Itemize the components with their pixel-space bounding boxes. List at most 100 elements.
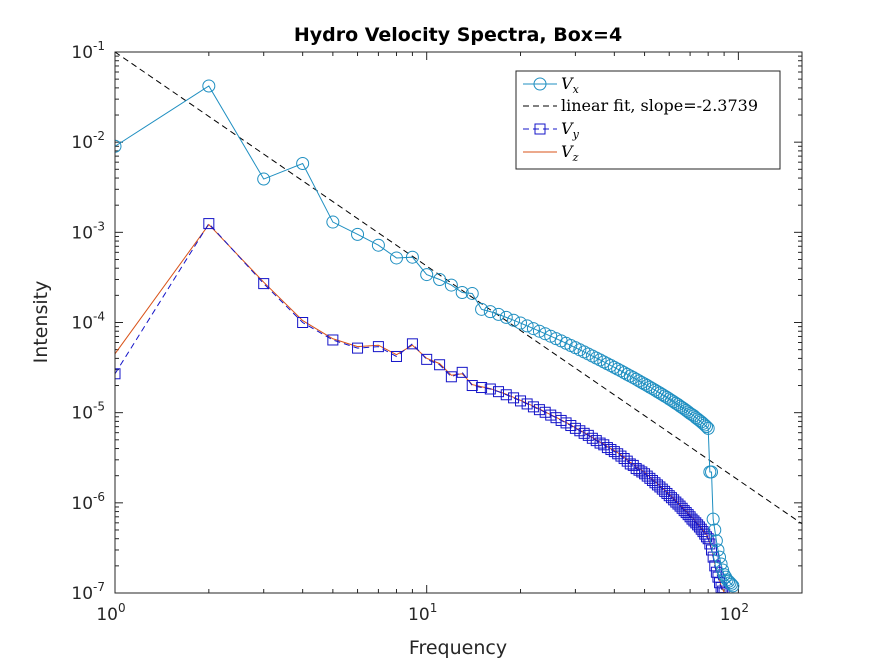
series-vy-point: [203, 218, 215, 230]
series-vy-point: [508, 392, 520, 404]
series-vy-point: [421, 353, 433, 365]
y-axis-label: Intensity: [30, 281, 52, 364]
y-tick-label: 10-5: [71, 400, 105, 424]
axis-ticks: [114, 51, 802, 594]
series-vy-point: [434, 359, 446, 371]
x-tick-label: 100: [96, 601, 125, 625]
series-vx-point: [475, 302, 489, 316]
series-vx-point: [520, 319, 534, 333]
series-vx-point: [694, 415, 708, 429]
series-vy-point: [297, 317, 309, 328]
series-vy-point: [515, 395, 527, 407]
series-vx-point: [514, 316, 528, 330]
series-vy-point: [684, 511, 696, 523]
series-vx-point: [538, 327, 552, 341]
series-vy-point: [678, 505, 690, 517]
x-tick-label: 101: [408, 601, 437, 625]
series-vy-point: [527, 401, 539, 413]
series-vx-point: [604, 359, 618, 373]
series-vx-point: [465, 286, 479, 300]
series-vy-point: [688, 515, 700, 527]
series-vy-point: [493, 386, 505, 398]
series-vy-point: [707, 551, 719, 563]
legend-fit-label: linear fit, slope=-2.3739: [561, 96, 758, 115]
series-vy-point: [686, 513, 698, 525]
series-vx-point: [726, 579, 740, 593]
plot-frame: [114, 51, 803, 594]
series-vx-point: [526, 322, 540, 336]
series-vx-point: [723, 576, 737, 590]
series-vx-point: [696, 416, 710, 430]
series-vx-point: [420, 268, 434, 282]
series-vx-point: [257, 172, 271, 186]
series-vx-point: [722, 574, 736, 588]
legend-box: [515, 70, 781, 170]
y-tick-label: 10-4: [71, 310, 105, 334]
series-vx-point: [709, 534, 723, 548]
series-group: [115, 79, 740, 593]
series-vx-point: [597, 355, 611, 369]
series-vx-point: [699, 420, 713, 434]
series-vy-point: [608, 446, 620, 458]
series-vx-point: [202, 79, 216, 93]
series-vx-point: [705, 465, 719, 479]
series-vy-point: [484, 383, 496, 395]
y-tick-label: 10-7: [71, 580, 105, 604]
series-vy-point: [539, 406, 551, 418]
legend: Vx linear fit, slope=-2.3739 Vy Vz: [515, 70, 781, 170]
series-vx-point: [389, 251, 403, 265]
series-vx-point: [706, 512, 720, 526]
series-vx-point: [433, 272, 447, 286]
series-vx-point: [507, 313, 521, 327]
series-vx-point: [405, 250, 419, 264]
series-vy-point: [605, 444, 617, 456]
series-vx-point: [444, 278, 458, 292]
series-vx-point: [711, 543, 725, 557]
series-vy-point: [352, 342, 364, 354]
series-vy-point: [680, 507, 692, 519]
series-vx-point: [532, 324, 546, 338]
series-vy-point: [521, 398, 533, 410]
series-vy-point: [668, 494, 680, 506]
series-vx-point: [708, 523, 722, 537]
legend-vy-label: Vy: [561, 119, 580, 141]
y-tick-label: 10-1: [71, 39, 105, 63]
series-vy-point: [500, 389, 512, 401]
series-vy-point: [682, 509, 694, 521]
x-tick-label: 102: [720, 601, 749, 625]
series-vx-point: [713, 550, 727, 564]
series-vy-point: [258, 278, 270, 290]
series-vx-point: [499, 310, 513, 324]
series-vy-point: [372, 341, 384, 353]
series-vy-point: [590, 435, 602, 447]
series-vx-point: [492, 307, 506, 321]
series-vy-point: [115, 368, 121, 380]
series-vx-point: [455, 286, 469, 300]
series-vy-point: [466, 380, 478, 392]
series-vy-point: [390, 350, 402, 362]
x-axis-label: Frequency: [409, 637, 507, 659]
series-vy-point: [406, 338, 418, 350]
series-vx-point: [326, 215, 340, 229]
series-vx-point: [296, 156, 310, 170]
series-vx-point: [371, 238, 385, 252]
series-vx-point: [351, 227, 365, 241]
fit-line: [115, 52, 802, 525]
x-tick-labels: 100 101 102: [96, 601, 749, 625]
series-vx-point: [698, 418, 712, 432]
series-vy-point: [663, 490, 675, 502]
legend-vy-marker: [534, 123, 546, 135]
series-vy-point: [717, 585, 729, 593]
fit-line-group: [115, 52, 802, 525]
series-vy-point: [621, 455, 633, 467]
series-vy-point: [445, 371, 457, 383]
series-vy-point: [327, 334, 339, 346]
chart-title: Hydro Velocity Spectra, Box=4: [294, 24, 622, 46]
series-vx-point: [701, 421, 715, 435]
y-tick-labels: 10-7 10-6 10-5 10-4 10-3 10-2 10-1: [71, 39, 105, 604]
series-vx-point: [724, 577, 738, 591]
series-vy-point: [718, 587, 730, 593]
series-vy-point: [665, 492, 677, 504]
series-vy-point: [533, 404, 545, 416]
